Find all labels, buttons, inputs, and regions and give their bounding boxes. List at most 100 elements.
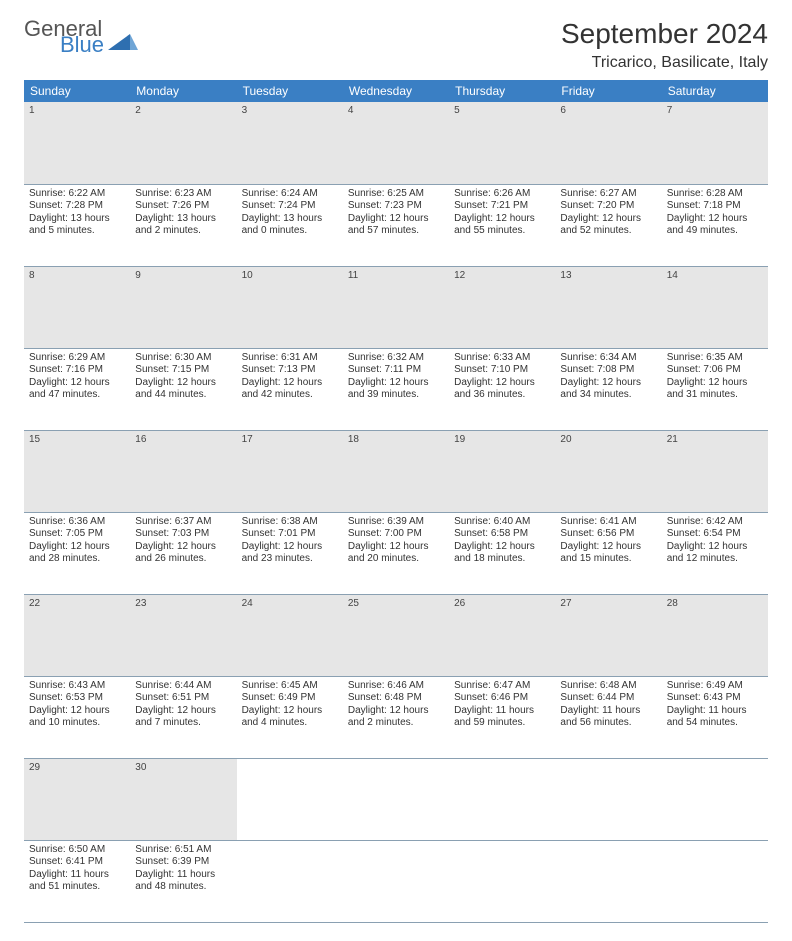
col-tuesday: Tuesday	[237, 80, 343, 102]
sunrise-line: Sunrise: 6:25 AM	[348, 188, 444, 201]
sunset-line: Sunset: 7:18 PM	[667, 200, 763, 213]
col-monday: Monday	[130, 80, 236, 102]
sunset-line: Sunset: 7:24 PM	[242, 200, 338, 213]
day-cell: Sunrise: 6:34 AMSunset: 7:08 PMDaylight:…	[555, 348, 661, 430]
daylight-line: Daylight: 12 hours and 28 minutes.	[29, 541, 125, 566]
day-number: 14	[662, 266, 768, 348]
day-cell: Sunrise: 6:39 AMSunset: 7:00 PMDaylight:…	[343, 512, 449, 594]
day-number: 6	[555, 102, 661, 184]
sunset-line: Sunset: 7:10 PM	[454, 364, 550, 377]
day-number: 20	[555, 430, 661, 512]
day-cell: Sunrise: 6:24 AMSunset: 7:24 PMDaylight:…	[237, 184, 343, 266]
day-number: 28	[662, 594, 768, 676]
daylight-line: Daylight: 12 hours and 10 minutes.	[29, 705, 125, 730]
day-cell: Sunrise: 6:36 AMSunset: 7:05 PMDaylight:…	[24, 512, 130, 594]
daylight-line: Daylight: 12 hours and 52 minutes.	[560, 213, 656, 238]
day-cell: Sunrise: 6:35 AMSunset: 7:06 PMDaylight:…	[662, 348, 768, 430]
day-cell: Sunrise: 6:51 AMSunset: 6:39 PMDaylight:…	[130, 840, 236, 922]
daylight-line: Daylight: 12 hours and 42 minutes.	[242, 377, 338, 402]
daynum-row: 891011121314	[24, 266, 768, 348]
daylight-line: Daylight: 12 hours and 15 minutes.	[560, 541, 656, 566]
daylight-line: Daylight: 11 hours and 51 minutes.	[29, 869, 125, 894]
sunrise-line: Sunrise: 6:49 AM	[667, 680, 763, 693]
sunset-line: Sunset: 7:28 PM	[29, 200, 125, 213]
sunset-line: Sunset: 6:49 PM	[242, 692, 338, 705]
sunrise-line: Sunrise: 6:42 AM	[667, 516, 763, 529]
week-row: Sunrise: 6:43 AMSunset: 6:53 PMDaylight:…	[24, 676, 768, 758]
col-thursday: Thursday	[449, 80, 555, 102]
sunrise-line: Sunrise: 6:47 AM	[454, 680, 550, 693]
sunset-line: Sunset: 7:15 PM	[135, 364, 231, 377]
sunrise-line: Sunrise: 6:31 AM	[242, 352, 338, 365]
day-number: 26	[449, 594, 555, 676]
daylight-line: Daylight: 12 hours and 57 minutes.	[348, 213, 444, 238]
sunrise-line: Sunrise: 6:34 AM	[560, 352, 656, 365]
daylight-line: Daylight: 12 hours and 47 minutes.	[29, 377, 125, 402]
day-cell	[449, 840, 555, 922]
sunset-line: Sunset: 7:16 PM	[29, 364, 125, 377]
sunset-line: Sunset: 6:44 PM	[560, 692, 656, 705]
sunrise-line: Sunrise: 6:27 AM	[560, 188, 656, 201]
day-cell: Sunrise: 6:27 AMSunset: 7:20 PMDaylight:…	[555, 184, 661, 266]
daylight-line: Daylight: 12 hours and 7 minutes.	[135, 705, 231, 730]
page-title: September 2024	[561, 18, 768, 50]
day-number: 22	[24, 594, 130, 676]
day-number: 10	[237, 266, 343, 348]
sunrise-line: Sunrise: 6:45 AM	[242, 680, 338, 693]
day-cell: Sunrise: 6:25 AMSunset: 7:23 PMDaylight:…	[343, 184, 449, 266]
col-saturday: Saturday	[662, 80, 768, 102]
daylight-line: Daylight: 12 hours and 34 minutes.	[560, 377, 656, 402]
col-sunday: Sunday	[24, 80, 130, 102]
daylight-line: Daylight: 11 hours and 54 minutes.	[667, 705, 763, 730]
daylight-line: Daylight: 12 hours and 49 minutes.	[667, 213, 763, 238]
daynum-row: 15161718192021	[24, 430, 768, 512]
daylight-line: Daylight: 12 hours and 4 minutes.	[242, 705, 338, 730]
day-cell: Sunrise: 6:46 AMSunset: 6:48 PMDaylight:…	[343, 676, 449, 758]
day-number: 18	[343, 430, 449, 512]
sunset-line: Sunset: 6:39 PM	[135, 856, 231, 869]
sunset-line: Sunset: 6:48 PM	[348, 692, 444, 705]
day-cell: Sunrise: 6:49 AMSunset: 6:43 PMDaylight:…	[662, 676, 768, 758]
day-number: 13	[555, 266, 661, 348]
logo-text-bottom: Blue	[60, 34, 104, 56]
sunset-line: Sunset: 7:05 PM	[29, 528, 125, 541]
col-wednesday: Wednesday	[343, 80, 449, 102]
sunrise-line: Sunrise: 6:36 AM	[29, 516, 125, 529]
sunrise-line: Sunrise: 6:33 AM	[454, 352, 550, 365]
day-number	[343, 758, 449, 840]
day-number	[449, 758, 555, 840]
sunrise-line: Sunrise: 6:46 AM	[348, 680, 444, 693]
sunrise-line: Sunrise: 6:28 AM	[667, 188, 763, 201]
sunset-line: Sunset: 7:20 PM	[560, 200, 656, 213]
day-cell: Sunrise: 6:43 AMSunset: 6:53 PMDaylight:…	[24, 676, 130, 758]
day-cell: Sunrise: 6:32 AMSunset: 7:11 PMDaylight:…	[343, 348, 449, 430]
sunset-line: Sunset: 7:08 PM	[560, 364, 656, 377]
sunset-line: Sunset: 7:06 PM	[667, 364, 763, 377]
sunrise-line: Sunrise: 6:51 AM	[135, 844, 231, 857]
day-number: 24	[237, 594, 343, 676]
day-number: 2	[130, 102, 236, 184]
daylight-line: Daylight: 13 hours and 0 minutes.	[242, 213, 338, 238]
sunrise-line: Sunrise: 6:22 AM	[29, 188, 125, 201]
day-cell	[555, 840, 661, 922]
sunset-line: Sunset: 6:54 PM	[667, 528, 763, 541]
day-cell: Sunrise: 6:23 AMSunset: 7:26 PMDaylight:…	[130, 184, 236, 266]
location-subtitle: Tricarico, Basilicate, Italy	[561, 54, 768, 72]
week-row: Sunrise: 6:22 AMSunset: 7:28 PM Daylight:…	[24, 184, 768, 266]
day-cell	[237, 840, 343, 922]
day-number: 11	[343, 266, 449, 348]
day-cell	[662, 840, 768, 922]
day-cell: Sunrise: 6:50 AMSunset: 6:41 PMDaylight:…	[24, 840, 130, 922]
sunset-line: Sunset: 7:13 PM	[242, 364, 338, 377]
day-number: 30	[130, 758, 236, 840]
daylight-line: Daylight: 13 hours and 2 minutes.	[135, 213, 231, 238]
day-number	[555, 758, 661, 840]
logo: General Blue	[24, 18, 138, 56]
day-cell: Sunrise: 6:30 AMSunset: 7:15 PMDaylight:…	[130, 348, 236, 430]
day-number: 9	[130, 266, 236, 348]
week-row: Sunrise: 6:29 AMSunset: 7:16 PMDaylight:…	[24, 348, 768, 430]
sunset-line: Sunset: 6:58 PM	[454, 528, 550, 541]
sunrise-line: Sunrise: 6:39 AM	[348, 516, 444, 529]
daylight-line: Daylight: 12 hours and 12 minutes.	[667, 541, 763, 566]
day-cell: Sunrise: 6:38 AMSunset: 7:01 PMDaylight:…	[237, 512, 343, 594]
